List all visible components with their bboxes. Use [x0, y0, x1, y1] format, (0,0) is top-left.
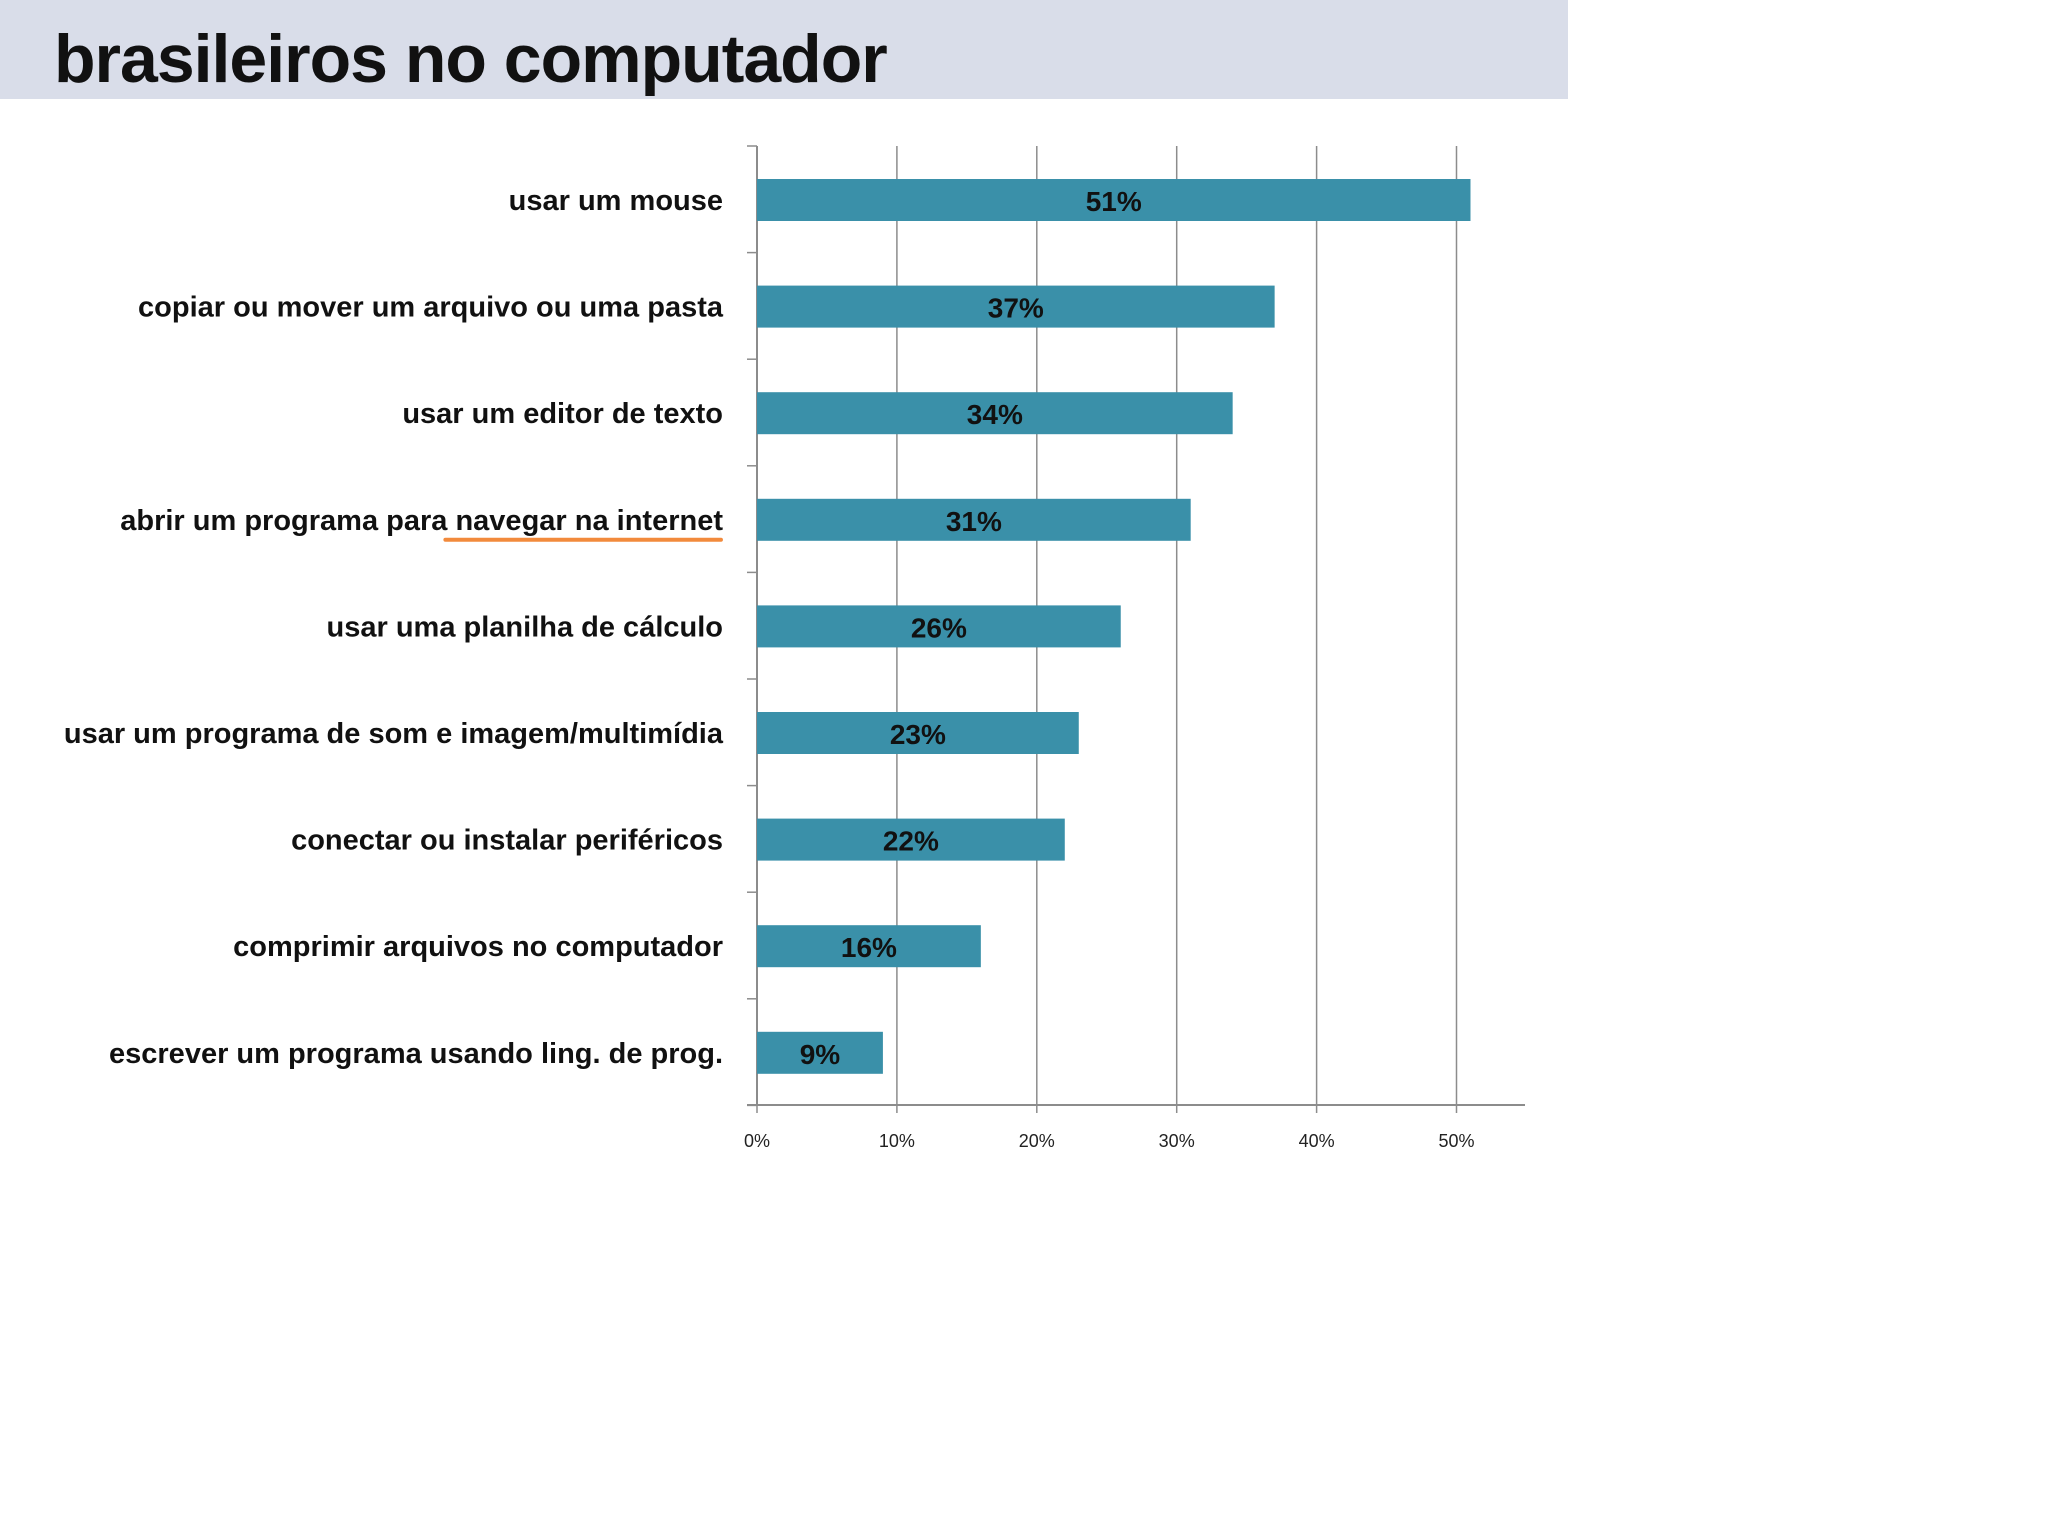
- bar: [757, 818, 1065, 861]
- bar: [757, 712, 1079, 754]
- x-tick-label: 30%: [1159, 1131, 1195, 1151]
- bar: [757, 285, 1275, 328]
- bar-value-label: 22%: [883, 826, 939, 857]
- bar-value-label: 37%: [988, 293, 1044, 324]
- bar: [757, 605, 1121, 648]
- category-label: conectar ou instalar periféricos: [291, 825, 723, 857]
- bar: [757, 925, 981, 968]
- category-label: usar uma planilha de cálculo: [327, 611, 723, 643]
- bar: [757, 498, 1191, 541]
- bar: [757, 179, 1471, 221]
- x-tick-label: 20%: [1019, 1131, 1055, 1151]
- category-label: copiar ou mover um arquivo ou uma pasta: [138, 292, 724, 324]
- x-tick-label: 50%: [1438, 1131, 1474, 1151]
- x-tick-label: 0%: [744, 1131, 770, 1151]
- category-label: abrir um programa para navegar na intern…: [120, 505, 723, 537]
- x-tick-label: 10%: [879, 1131, 915, 1151]
- x-tick-label: 40%: [1299, 1131, 1335, 1151]
- category-label: escrever um programa usando ling. de pro…: [109, 1038, 723, 1070]
- slide-title: brasileiros no computador: [54, 21, 888, 97]
- bar-value-label: 31%: [946, 506, 1002, 537]
- bar-value-label: 16%: [841, 932, 897, 963]
- bar-chart: 0% 10% 20% 30% 40% 50% 51% usar um mouse 37% copi…: [64, 145, 1525, 1151]
- bar-value-label: 9%: [800, 1039, 841, 1070]
- category-label: usar um mouse: [509, 185, 723, 217]
- bar: [757, 1031, 883, 1074]
- category-label: comprimir arquivos no computador: [233, 931, 723, 963]
- category-label: usar um programa de som e imagem/multimí…: [64, 718, 724, 750]
- bar-value-label: 51%: [1086, 186, 1142, 217]
- category-label: usar um editor de texto: [402, 398, 723, 430]
- bar: [757, 392, 1233, 435]
- bar-value-label: 23%: [890, 719, 946, 750]
- title-band: [0, 0, 1568, 99]
- bar-value-label: 34%: [967, 399, 1023, 430]
- bar-value-label: 26%: [911, 612, 967, 643]
